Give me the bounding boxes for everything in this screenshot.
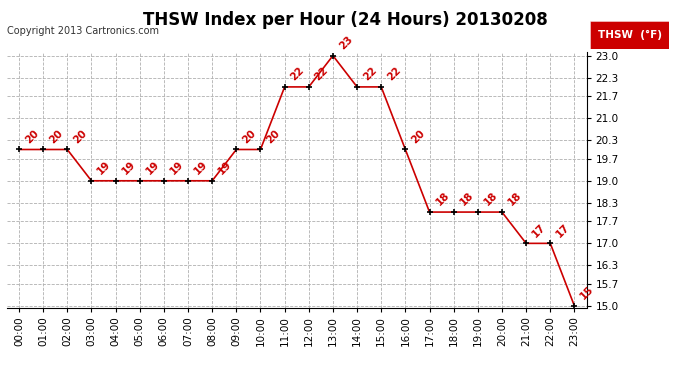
Text: 22: 22	[289, 65, 306, 83]
Text: 22: 22	[362, 65, 379, 83]
Text: 17: 17	[555, 222, 572, 239]
Text: 18: 18	[434, 190, 451, 208]
Text: 19: 19	[96, 159, 113, 177]
Text: THSW  (°F): THSW (°F)	[598, 30, 662, 40]
Text: 22: 22	[386, 65, 403, 83]
Text: 19: 19	[144, 159, 161, 177]
Text: 18: 18	[482, 190, 500, 208]
Text: 20: 20	[265, 128, 282, 146]
Text: 19: 19	[120, 159, 137, 177]
Text: 20: 20	[72, 128, 89, 146]
Text: 20: 20	[23, 128, 41, 146]
Text: 23: 23	[337, 34, 355, 51]
Text: 18: 18	[506, 190, 524, 208]
Text: 18: 18	[458, 190, 475, 208]
Text: 20: 20	[241, 128, 258, 146]
Text: 17: 17	[531, 222, 548, 239]
Text: 19: 19	[168, 159, 186, 177]
Text: THSW Index per Hour (24 Hours) 20130208: THSW Index per Hour (24 Hours) 20130208	[143, 11, 547, 29]
Text: 15: 15	[579, 285, 596, 302]
Text: 22: 22	[313, 65, 331, 83]
Text: 20: 20	[410, 128, 427, 146]
Text: Copyright 2013 Cartronics.com: Copyright 2013 Cartronics.com	[7, 26, 159, 36]
Text: 19: 19	[193, 159, 210, 177]
Text: 19: 19	[217, 159, 234, 177]
Text: 20: 20	[48, 128, 65, 146]
